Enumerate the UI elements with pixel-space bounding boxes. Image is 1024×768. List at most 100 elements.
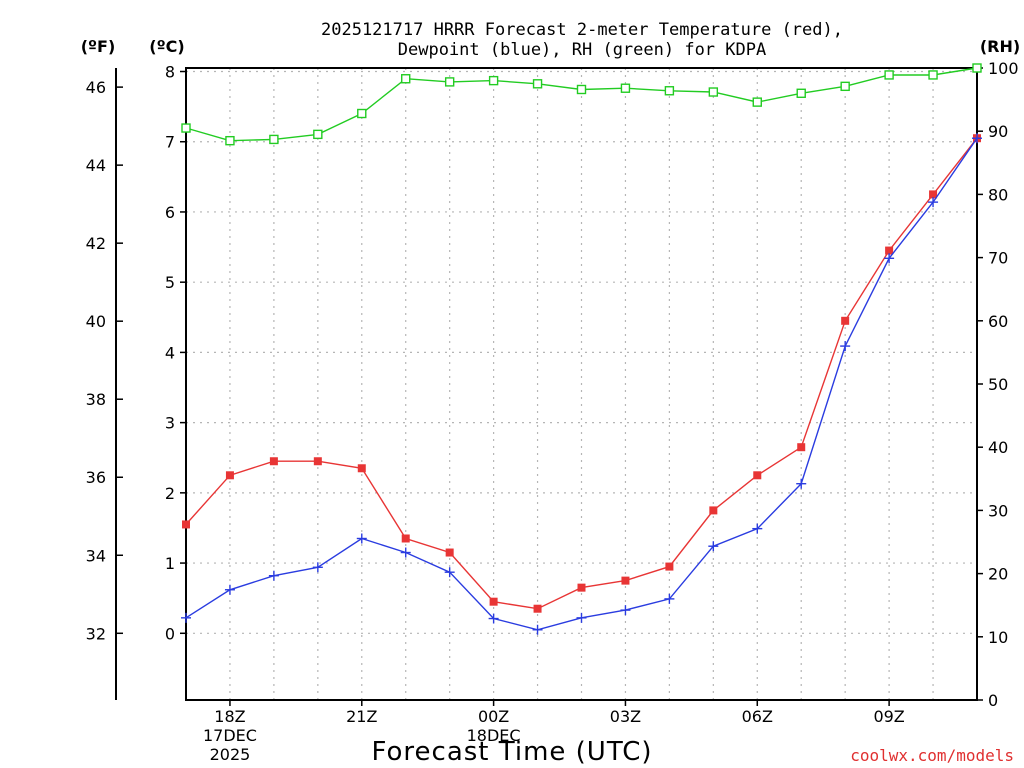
temperature-point [269,457,278,466]
x-tick-label: 18DEC [467,726,521,745]
x-tick-label: 06Z [742,707,773,726]
dewpoint-point [620,605,631,616]
temperature-point [401,534,410,543]
celsius-tick-label: 1 [165,554,175,573]
rh-point [269,134,279,145]
dewpoint-point [708,541,719,552]
dewpoint-point [356,533,367,544]
temperature-point [445,548,454,557]
rh-tick-label: 80 [988,185,1008,204]
fahrenheit-tick-label: 34 [86,546,106,565]
rh-point [840,81,850,92]
temperature-point [313,457,322,466]
temperature-point [621,576,630,585]
rh-tick-label: 60 [988,312,1008,331]
rh-point [181,123,191,133]
rh-point [357,108,367,119]
fahrenheit-tick-label: 46 [86,78,106,97]
fahrenheit-tick-label: 42 [86,234,106,253]
temperature-point [577,583,586,592]
celsius-tick-label: 6 [165,203,175,222]
fahrenheit-tick-label: 32 [86,624,106,643]
rh-point [708,87,719,97]
celsius-tick-label: 7 [165,133,175,152]
x-tick-label: 21Z [346,707,377,726]
axes [115,67,983,706]
x-tick-label: 17DEC [203,726,257,745]
chart-title-line-1: 2025121717 HRRR Forecast 2-meter Tempera… [321,20,843,40]
celsius-tick-label: 2 [165,484,175,503]
dewpoint-point [444,567,455,578]
rh-point [972,63,982,73]
temperature-point [182,520,190,529]
rh-tick-label: 20 [988,565,1008,584]
rh-tick-label: 10 [988,628,1008,647]
rh-point [884,70,894,80]
celsius-unit-label: (ºC) [149,37,184,56]
gridlines [186,68,977,700]
rh-point [401,74,411,84]
dewpoint-point [972,133,982,144]
dewpoint-point [312,562,323,573]
dewpoint-point [796,478,807,489]
rh-point [752,97,762,107]
rh-point [796,88,806,98]
fahrenheit-tick-label: 40 [86,312,106,331]
temperature-point [489,597,498,606]
temperature-point [753,471,762,480]
dewpoint-point [400,547,411,558]
rh-point [488,75,499,86]
x-tick-label: 09Z [873,707,904,726]
fahrenheit-unit-label: (ºF) [81,37,116,56]
temperature-point [841,316,850,325]
temperature-point [797,443,806,452]
dewpoint-point [928,197,939,208]
fahrenheit-tick-label: 36 [86,468,106,487]
temperature-point [929,190,938,199]
x-tick-label: 2025 [210,745,251,764]
x-axis-label: Forecast Time (UTC) [371,737,652,767]
dewpoint-point [664,593,675,604]
fahrenheit-tick-label: 38 [86,390,106,409]
dewpoint-point [488,613,499,624]
rh-point [225,135,235,146]
celsius-tick-label: 4 [165,343,175,362]
dewpoint-point [840,341,851,352]
rh-point [620,83,631,93]
celsius-tick-label: 5 [165,273,175,292]
rh-tick-label: 40 [988,438,1008,457]
rh-tick-label: 30 [988,501,1008,520]
chart-title-line-2: Dewpoint (blue), RH (green) for KDPA [398,40,766,60]
temperature-point [885,246,894,255]
dewpoint-point [752,523,763,534]
rh-point [664,86,675,96]
temperature-point [357,464,366,473]
temperature-point [709,506,718,515]
rh-unit-label: (RH) [980,37,1020,56]
rh-tick-label: 70 [988,249,1008,268]
dewpoint-point [181,612,191,623]
rh-tick-label: 0 [988,691,998,710]
rh-point [576,84,587,95]
dewpoint-point [576,612,587,623]
rh-point [313,129,323,140]
dewpoint-point [268,570,279,581]
rh-point [928,70,938,80]
rh-tick-label: 50 [988,375,1008,394]
x-tick-label: 18Z [214,707,245,726]
rh-point [444,77,455,87]
celsius-tick-label: 8 [165,63,175,82]
chart-title: 2025121717 HRRR Forecast 2-meter Tempera… [321,20,843,60]
credit-label: coolwx.com/models [850,746,1014,765]
rh-point [532,79,543,89]
dewpoint-point [224,584,235,595]
rh-tick-label: 90 [988,122,1008,141]
data-series [181,63,982,635]
celsius-tick-label: 3 [165,414,175,433]
x-tick-label: 03Z [610,707,641,726]
dewpoint-point [532,624,543,635]
tick-labels: 0123456783234363840424446010203040506070… [86,59,1019,764]
celsius-tick-label: 0 [165,624,175,643]
temperature-point [225,471,234,480]
dewpoint-point [884,253,895,264]
